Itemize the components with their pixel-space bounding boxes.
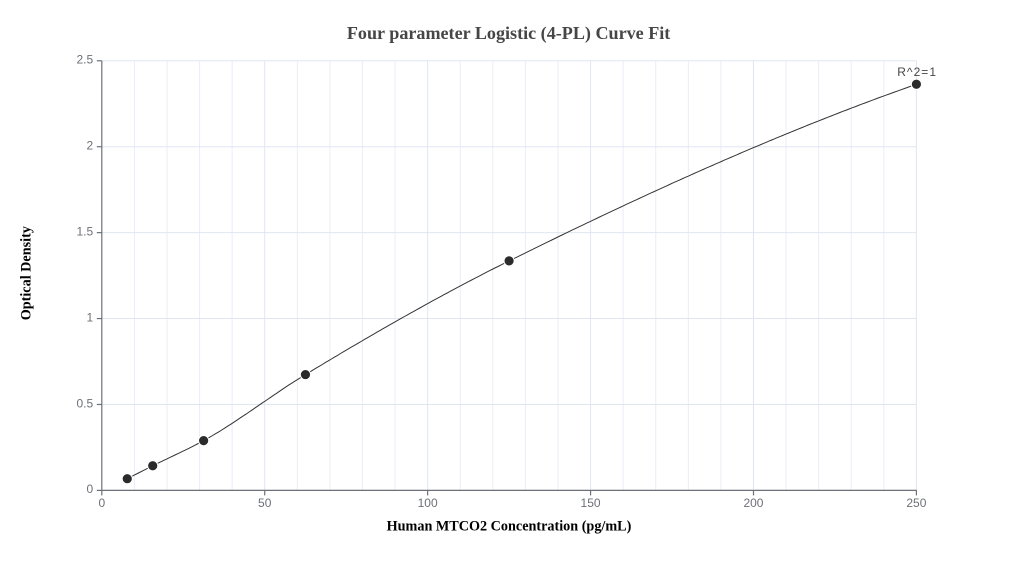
svg-text:150: 150: [581, 496, 601, 510]
svg-text:250: 250: [906, 496, 926, 510]
svg-text:0: 0: [98, 496, 105, 510]
svg-text:Four parameter Logistic (4-PL): Four parameter Logistic (4-PL) Curve Fit: [347, 23, 670, 44]
svg-text:1.5: 1.5: [77, 224, 94, 238]
svg-text:200: 200: [743, 496, 763, 510]
svg-text:0: 0: [87, 482, 94, 496]
svg-text:R^2=1: R^2=1: [897, 65, 937, 79]
svg-text:50: 50: [258, 496, 272, 510]
svg-text:Human MTCO2 Concentration (pg/: Human MTCO2 Concentration (pg/mL): [387, 519, 632, 535]
svg-text:2: 2: [87, 139, 94, 153]
svg-text:2.5: 2.5: [77, 53, 94, 67]
svg-text:1: 1: [87, 310, 94, 324]
svg-text:Optical Density: Optical Density: [18, 226, 34, 320]
svg-text:100: 100: [418, 496, 438, 510]
svg-text:0.5: 0.5: [77, 396, 94, 410]
